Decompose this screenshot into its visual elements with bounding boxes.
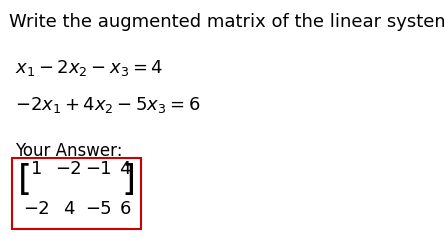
Text: −5: −5	[85, 200, 111, 218]
Text: Write the augmented matrix of the linear system below.: Write the augmented matrix of the linear…	[9, 13, 444, 31]
Text: −1: −1	[85, 160, 111, 178]
Text: −2: −2	[23, 200, 50, 218]
Text: Your Answer:: Your Answer:	[15, 142, 123, 160]
Text: 6: 6	[119, 200, 131, 218]
Text: −2: −2	[55, 160, 82, 178]
Text: 4: 4	[63, 200, 74, 218]
Text: 1: 1	[31, 160, 42, 178]
Text: 4: 4	[119, 160, 131, 178]
Text: [: [	[17, 163, 32, 197]
Text: $-2x_1 + 4x_2 - 5x_3 = 6$: $-2x_1 + 4x_2 - 5x_3 = 6$	[15, 95, 200, 115]
Text: ]: ]	[122, 163, 136, 197]
Text: $x_1 - 2x_2 - x_3 = 4$: $x_1 - 2x_2 - x_3 = 4$	[15, 58, 163, 77]
